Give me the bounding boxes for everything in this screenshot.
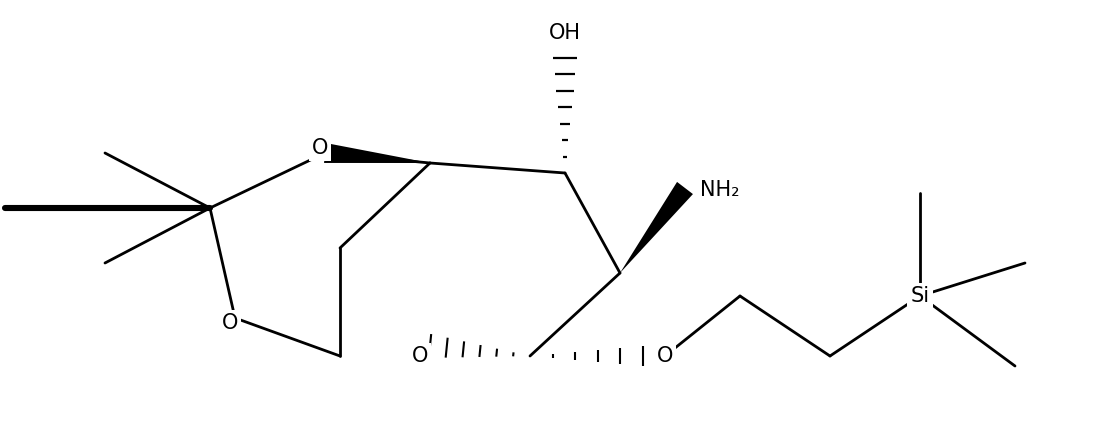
Text: O: O xyxy=(657,346,674,366)
Text: NH₂: NH₂ xyxy=(700,180,739,200)
Text: O: O xyxy=(222,313,238,333)
Text: O: O xyxy=(412,346,428,366)
Polygon shape xyxy=(620,182,693,273)
Text: OH: OH xyxy=(548,23,581,43)
Text: Si: Si xyxy=(910,286,929,306)
Polygon shape xyxy=(324,143,430,163)
Text: O: O xyxy=(312,138,328,158)
